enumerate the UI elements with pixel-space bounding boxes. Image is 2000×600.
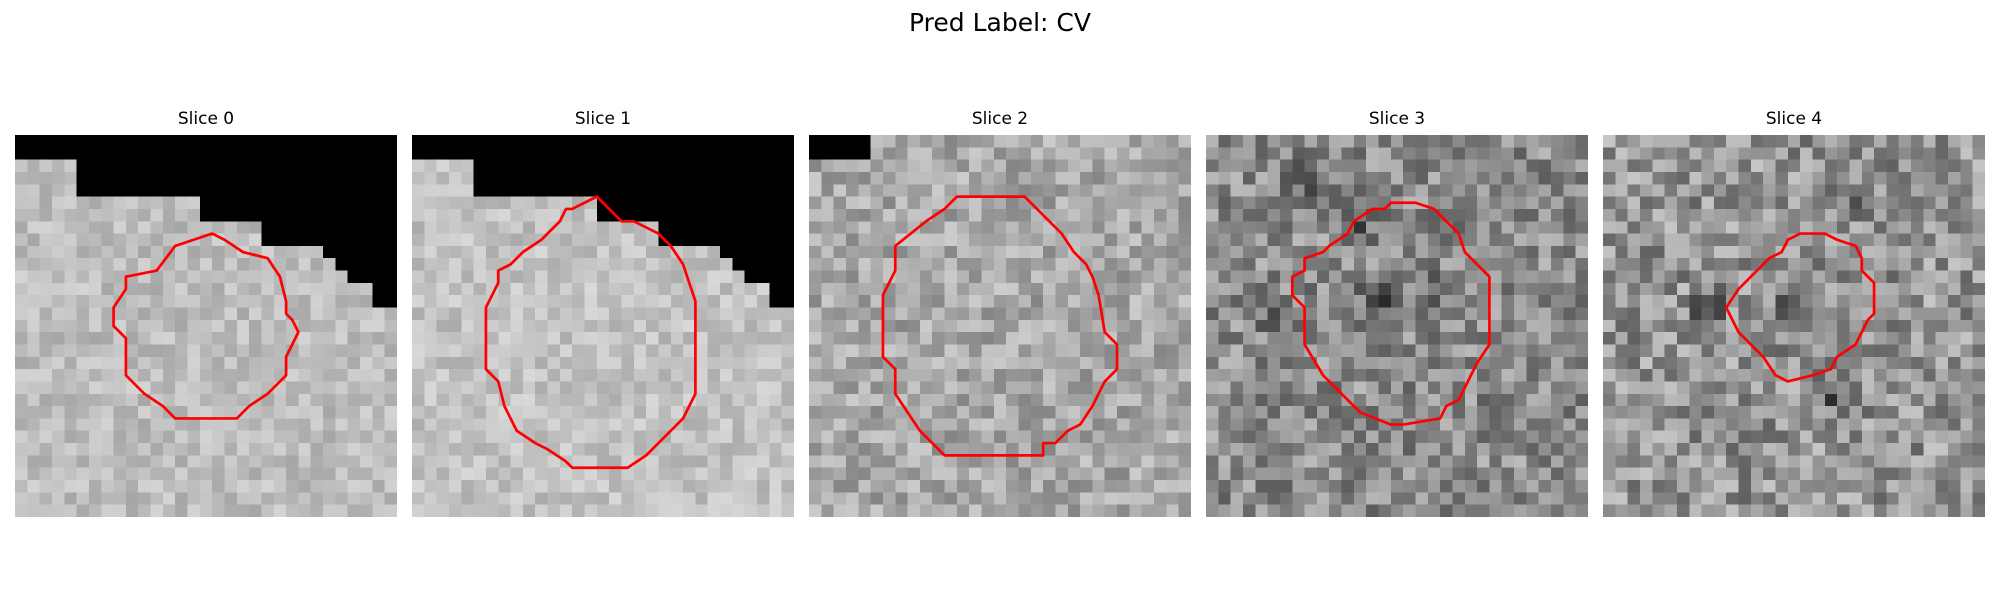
panel-slice-2: Slice 2 bbox=[809, 108, 1191, 517]
prediction-outline bbox=[1724, 232, 1876, 383]
panel-slice-0: Slice 0 bbox=[15, 108, 397, 517]
panel-title: Slice 3 bbox=[1368, 109, 1426, 129]
slice-image bbox=[412, 135, 794, 517]
panel-title: Slice 4 bbox=[1765, 109, 1823, 129]
slice-image bbox=[15, 135, 397, 517]
prediction-outline bbox=[484, 195, 697, 470]
prediction-outline bbox=[112, 232, 300, 420]
figure-title: Pred Label: CV bbox=[909, 8, 1091, 37]
prediction-outline bbox=[881, 195, 1119, 457]
panel-title: Slice 0 bbox=[177, 109, 235, 129]
panel-title: Slice 2 bbox=[971, 109, 1029, 129]
panel-slice-4: Slice 4 bbox=[1603, 108, 1985, 517]
panel-title: Slice 1 bbox=[574, 109, 632, 129]
slice-image bbox=[809, 135, 1191, 517]
panel-slice-1: Slice 1 bbox=[412, 108, 794, 517]
panel-slice-3: Slice 3 bbox=[1206, 108, 1588, 517]
slice-image bbox=[1206, 135, 1588, 517]
prediction-outline bbox=[1290, 201, 1491, 426]
slice-image bbox=[1603, 135, 1985, 517]
